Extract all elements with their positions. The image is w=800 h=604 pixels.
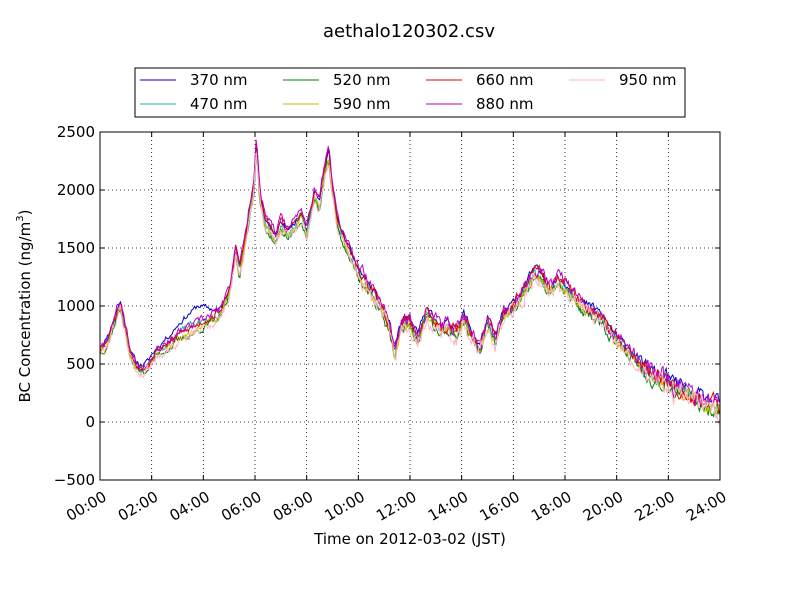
x-axis-label: Time on 2012-03-02 (JST)	[313, 530, 506, 548]
series-line-950-nm	[99, 152, 721, 426]
y-tick-label: 2000	[57, 181, 95, 199]
legend-box	[134, 67, 686, 118]
legend-label: 590 nm	[333, 95, 391, 113]
series-line-880-nm	[99, 139, 721, 406]
y-tick-label: 2500	[57, 123, 95, 141]
legend-label: 950 nm	[619, 71, 677, 89]
legend-label: 470 nm	[190, 95, 248, 113]
y-tick-label: 500	[66, 355, 95, 373]
y-tick-label: 0	[85, 413, 95, 431]
legend-label: 880 nm	[476, 95, 534, 113]
legend-label: 520 nm	[333, 71, 391, 89]
y-tick-label: 1500	[57, 239, 95, 257]
y-axis-label-superscript: 3	[15, 215, 26, 221]
chart-title: aethalo120302.csv	[323, 21, 495, 42]
y-axis-label-close: )	[16, 210, 34, 216]
series-lines	[99, 139, 721, 426]
legend-label: 370 nm	[190, 71, 248, 89]
y-axis-label-text: BC Concentration (ng/m	[16, 222, 34, 403]
y-tick-label: −500	[54, 471, 95, 489]
legend-label: 660 nm	[476, 71, 534, 89]
grid-lines	[100, 132, 720, 480]
y-tick-label: 1000	[57, 297, 95, 315]
y-axis-label: BC Concentration (ng/m3)	[15, 210, 34, 403]
legend: 370 nm 470 nm 520 nm 590 nm 660 nm 880 nm 950 …	[134, 67, 686, 118]
